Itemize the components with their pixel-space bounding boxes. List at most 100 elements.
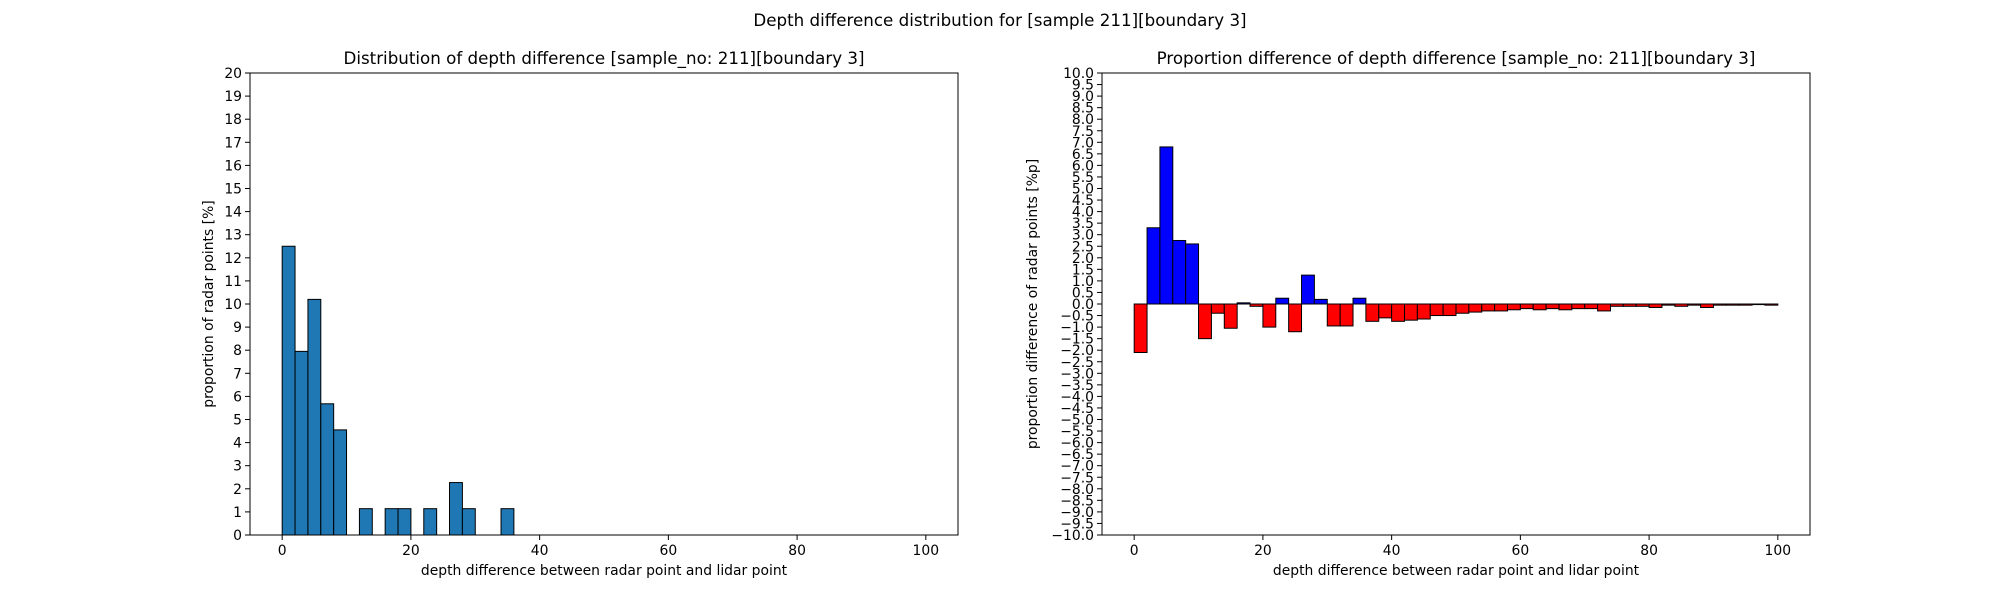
chart1-bar-5 [1198, 303, 1212, 340]
chart0-xtick-label-2: 40 [531, 543, 549, 559]
chart0-bar-8 [423, 508, 438, 536]
chart1-bar-43 [1687, 303, 1702, 306]
chart1-ytick-label-24: 2.0 [1072, 251, 1094, 267]
chart1-ytick-label-15: −2.5 [1060, 355, 1094, 371]
chart1-ytick-label-19: −0.5 [1060, 309, 1094, 325]
chart0-ytick-label-11: 11 [224, 274, 242, 290]
figure-suptitle: Depth difference distribution for [sampl… [753, 10, 1246, 30]
chart1-bar-46 [1725, 303, 1740, 306]
chart1-bar-32 [1545, 303, 1560, 310]
chart1-bar-18 [1365, 303, 1380, 322]
chart1-bar-7 [1223, 303, 1238, 329]
chart1-bar-30 [1519, 303, 1534, 310]
chart0-xtick-label-1: 20 [402, 543, 420, 559]
chart1-ytick-label-38: 9.0 [1072, 89, 1094, 105]
chart1-ytick-label-9: −5.5 [1060, 424, 1094, 440]
chart0-xtick-label-5: 100 [913, 543, 940, 559]
chart1-bar-29 [1506, 303, 1521, 311]
chart0-bar-11 [500, 508, 515, 536]
chart1-bar-26 [1468, 303, 1483, 313]
chart1-bar-44 [1700, 303, 1714, 308]
chart1-bar-11 [1275, 297, 1290, 305]
chart1-ytick-label-37: 8.5 [1072, 101, 1094, 117]
chart1-ytick-label-29: 4.5 [1072, 193, 1094, 209]
chart1-ytick-label-33: 6.5 [1072, 147, 1094, 163]
chart1-ytick-label-39: 9.5 [1072, 78, 1094, 94]
chart1-xtick-label-5: 100 [1765, 543, 1792, 559]
chart0-bar-4 [333, 429, 348, 536]
chart1-bar-27 [1481, 303, 1496, 312]
chart1-ytick-label-30: 5.0 [1072, 182, 1094, 198]
chart1-bar-17 [1352, 297, 1367, 305]
chart1-ytick-label-3: −8.5 [1060, 493, 1094, 509]
chart0-xtick-label-0: 0 [278, 543, 287, 559]
right-chart-yticks: −10.0−9.5−9.0−8.5−8.0−7.5−7.0−6.5−6.0−5.… [1051, 66, 1102, 544]
chart1-bar-25 [1455, 303, 1470, 314]
chart1-bar-28 [1494, 303, 1508, 312]
chart0-ytick-label-3: 3 [233, 459, 242, 475]
chart0-ytick-label-2: 2 [233, 482, 242, 498]
chart1-bar-24 [1442, 303, 1457, 317]
chart0-ytick-label-0: 0 [233, 528, 242, 544]
chart1-bar-34 [1571, 303, 1586, 310]
chart1-ytick-label-16: −2.0 [1060, 343, 1094, 359]
chart0-ytick-label-1: 1 [233, 505, 242, 521]
chart1-ytick-label-25: 2.5 [1072, 239, 1094, 255]
right-chart-xticks: 0 20 40 60 80 100 [1130, 535, 1791, 559]
chart1-bar-2 [1159, 146, 1174, 305]
chart1-bar-12 [1288, 303, 1303, 333]
chart1-ytick-label-40: 10.0 [1063, 66, 1094, 82]
chart0-ytick-label-17: 17 [224, 135, 242, 151]
chart1-ytick-label-32: 6.0 [1072, 158, 1094, 174]
left-chart-xticks: 0 20 40 60 80 100 [278, 535, 939, 559]
chart0-ytick-label-20: 20 [224, 66, 242, 82]
right-chart-title: Proportion difference of depth differenc… [1157, 48, 1756, 69]
chart0-bar-9 [449, 482, 463, 536]
chart1-ytick-label-26: 3.0 [1072, 228, 1094, 244]
chart1-ytick-label-36: 8.0 [1072, 112, 1094, 128]
chart0-ytick-label-15: 15 [224, 182, 242, 198]
right-chart-ylabel: proportion difference of radar points [%… [1025, 159, 1041, 449]
chart1-ytick-label-28: 4.0 [1072, 205, 1094, 221]
chart1-bar-14 [1313, 298, 1328, 305]
chart1-ytick-label-22: 1.0 [1072, 274, 1094, 290]
chart0-bar-3 [320, 403, 335, 536]
chart0-ytick-label-14: 14 [224, 205, 242, 221]
left-chart-frame [249, 72, 959, 536]
chart0-xtick-label-4: 80 [788, 543, 806, 559]
chart0-xtick-label-3: 60 [660, 543, 678, 559]
chart1-ytick-label-18: −1.0 [1060, 320, 1094, 336]
chart1-bar-15 [1326, 303, 1341, 327]
chart1-bar-13 [1301, 274, 1315, 305]
left-chart-title: Distribution of depth difference [sample… [343, 48, 864, 69]
chart1-bar-35 [1584, 303, 1599, 310]
chart0-ytick-label-18: 18 [224, 112, 242, 128]
chart0-bar-7 [397, 508, 412, 536]
chart1-ytick-label-34: 7.0 [1072, 135, 1094, 151]
chart0-bar-10 [461, 508, 476, 536]
left-chart-ylabel: proportion of radar points [%] [201, 200, 217, 407]
chart0-bar-0 [281, 245, 296, 536]
chart1-bar-39 [1635, 303, 1650, 307]
chart1-ytick-label-11: −4.5 [1060, 401, 1094, 417]
chart1-ytick-label-5: −7.5 [1060, 470, 1094, 486]
chart1-bar-40 [1648, 303, 1663, 308]
chart1-bar-45 [1712, 303, 1727, 306]
chart1-ytick-label-0: −10.0 [1051, 528, 1094, 544]
chart1-ytick-label-8: −6.0 [1060, 436, 1094, 452]
chart1-ytick-label-2: −9.0 [1060, 505, 1094, 521]
chart1-ytick-label-17: −1.5 [1060, 332, 1094, 348]
chart1-ytick-label-13: −3.5 [1060, 378, 1094, 394]
chart1-bar-49 [1764, 303, 1779, 306]
chart1-bar-33 [1558, 303, 1573, 311]
chart1-bar-16 [1339, 303, 1354, 327]
chart0-ytick-label-8: 8 [233, 343, 242, 359]
right-chart-frame [1101, 72, 1811, 536]
chart1-bar-48 [1751, 303, 1766, 306]
chart0-ytick-label-4: 4 [233, 436, 242, 452]
chart0-ytick-label-7: 7 [233, 366, 242, 382]
chart1-bar-1 [1146, 227, 1161, 305]
chart1-ytick-label-1: −9.5 [1060, 516, 1094, 532]
chart1-ytick-label-6: −7.0 [1060, 459, 1094, 475]
